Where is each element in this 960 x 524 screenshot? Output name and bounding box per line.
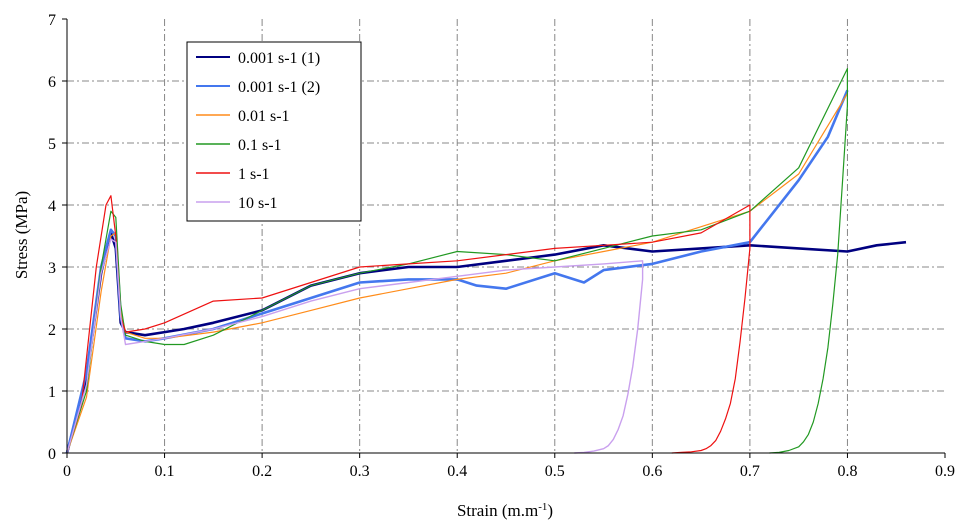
y-tick-label: 7 [48,12,56,29]
y-tick-label: 0 [48,446,56,463]
y-tick-label: 5 [48,136,56,153]
y-tick-label: 4 [48,198,56,215]
series-line-2 [66,93,848,454]
x-tick-label: 0.3 [350,463,370,480]
x-tick-label: 0.1 [155,463,175,480]
y-tick-label: 6 [48,74,56,91]
series-line-5 [66,238,644,454]
series-line-0 [65,231,907,454]
legend-label: 0.001 s-1 (1) [238,50,320,67]
legend-box [186,41,362,222]
x-axis-label: Strain (m.m-1) [457,501,553,520]
legend-label: 1 s-1 [238,166,270,183]
legend-label: 0.01 s-1 [238,108,290,125]
x-tick-label: 0 [63,463,71,480]
x-tick-label: 0.4 [447,463,467,480]
x-tick-label: 0.8 [837,463,857,480]
x-tick-label: 0.5 [545,463,565,480]
x-tick-label: 0.6 [642,463,662,480]
x-tick-label: 0.7 [740,463,760,480]
y-axis-label: Stress (MPa) [12,191,31,279]
series-line-4 [66,195,751,454]
x-tick-label: 0.2 [252,463,272,480]
y-tick-label: 2 [48,322,56,339]
series-line-3 [66,68,848,454]
y-tick-label: 1 [48,384,56,401]
y-tick-label: 3 [48,260,56,277]
y-tick-labels: 0 1 2 3 4 5 6 7 [48,12,56,463]
legend-label: 0.001 s-1 (2) [238,79,320,96]
axes [62,18,946,458]
legend-label: 0.1 s-1 [238,137,282,154]
legend-label: 10 s-1 [238,195,278,212]
x-tick-labels: 0 0.1 0.2 0.3 0.4 0.5 0.6 0.7 0.8 0.9 [63,463,955,480]
series-lines [65,68,907,454]
x-tick-label: 0.9 [935,463,955,480]
legend: 0.001 s-1 (1) 0.001 s-1 (2) 0.01 s-1 0.1 s-… [186,41,362,222]
